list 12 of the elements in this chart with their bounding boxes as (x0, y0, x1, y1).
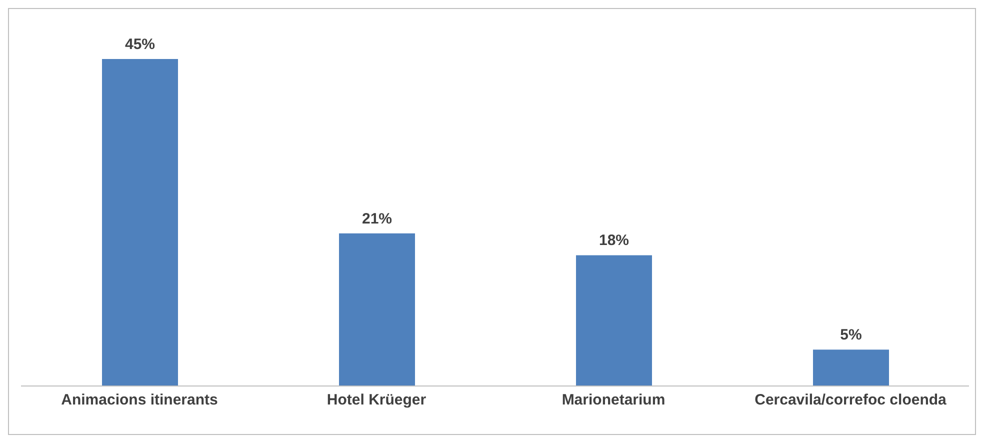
data-label: 45% (124, 36, 156, 53)
bar (339, 233, 415, 386)
x-tick-label: Cercavila/correfoc cloenda (754, 392, 948, 409)
bar (813, 350, 889, 386)
x-tick-label: Animacions itinerants (61, 392, 218, 409)
bar (576, 255, 652, 386)
data-label: 5% (840, 326, 862, 344)
data-label: 21% (362, 210, 392, 228)
bar (102, 59, 178, 386)
data-label: 18% (598, 232, 630, 250)
x-tick-label: Marionetarium (562, 392, 666, 409)
x-tick-label: Hotel Krüeger (326, 392, 426, 409)
